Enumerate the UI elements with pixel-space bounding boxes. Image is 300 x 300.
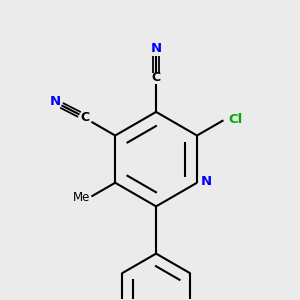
Text: N: N [201, 175, 212, 188]
Text: Cl: Cl [229, 113, 243, 126]
Text: N: N [151, 42, 162, 55]
Text: C: C [152, 71, 161, 84]
Text: N: N [50, 95, 61, 108]
Text: Me: Me [73, 191, 90, 205]
Text: C: C [80, 111, 89, 124]
